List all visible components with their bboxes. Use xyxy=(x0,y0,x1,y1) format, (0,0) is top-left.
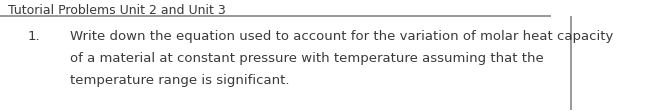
Text: temperature range is significant.: temperature range is significant. xyxy=(70,74,290,87)
Text: Tutorial Problems Unit 2 and Unit 3: Tutorial Problems Unit 2 and Unit 3 xyxy=(8,4,226,17)
Text: of a material at constant pressure with temperature assuming that the: of a material at constant pressure with … xyxy=(70,52,544,65)
Text: Write down the equation used to account for the variation of molar heat capacity: Write down the equation used to account … xyxy=(70,30,613,43)
Text: 1.: 1. xyxy=(28,30,41,43)
